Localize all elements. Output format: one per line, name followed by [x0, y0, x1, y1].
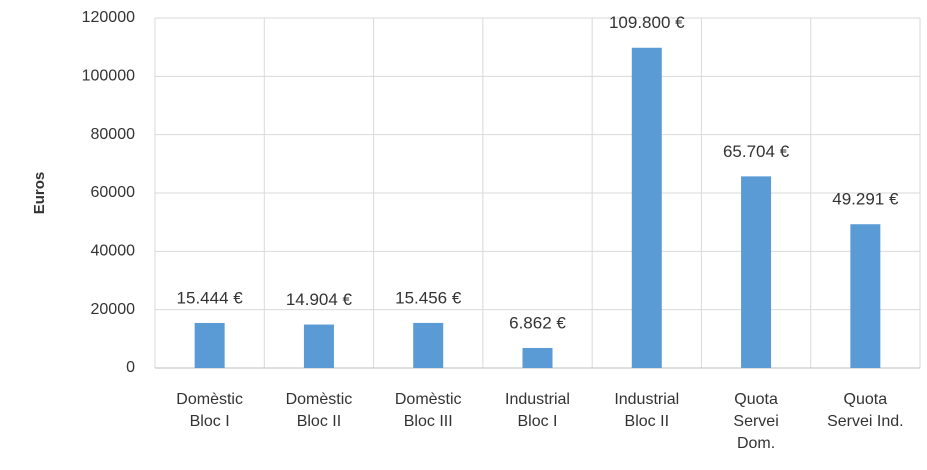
- value-label: 6.862 €: [509, 313, 566, 332]
- x-tick-label: Bloc III: [404, 413, 453, 430]
- x-tick-label: Domèstic: [286, 391, 353, 408]
- y-tick-label: 0: [126, 359, 135, 376]
- value-label: 109.800 €: [609, 13, 685, 32]
- x-tick-label: Servei Ind.: [827, 413, 903, 430]
- y-tick-label: 80000: [91, 126, 136, 143]
- y-tick-label: 40000: [91, 243, 136, 260]
- x-tick-label: Bloc I: [190, 413, 230, 430]
- x-tick-label: Domèstic: [176, 391, 243, 408]
- y-tick-label: 100000: [82, 68, 135, 85]
- y-tick-label: 120000: [82, 9, 135, 26]
- x-tick-label: Dom.: [737, 435, 775, 452]
- x-tick-label: Industrial: [505, 391, 570, 408]
- value-label: 14.904 €: [286, 290, 353, 309]
- bar: [741, 176, 772, 368]
- x-tick-label: Quota: [844, 391, 888, 408]
- bar: [522, 347, 553, 368]
- x-tick-label: Servei: [733, 413, 778, 430]
- bar: [631, 47, 662, 368]
- bar: [194, 322, 225, 368]
- bar: [413, 322, 444, 368]
- x-tick-label: Domèstic: [395, 391, 462, 408]
- x-tick-label: Bloc I: [517, 413, 557, 430]
- x-tick-label: Bloc II: [625, 413, 669, 430]
- bar: [303, 324, 334, 368]
- bar: [850, 224, 881, 368]
- value-label: 15.444 €: [177, 288, 244, 307]
- x-tick-label: Quota: [734, 391, 778, 408]
- y-axis-label: Euros: [31, 172, 48, 215]
- x-tick-label: Industrial: [614, 391, 679, 408]
- y-tick-label: 60000: [91, 184, 136, 201]
- x-tick-label: Bloc II: [297, 413, 341, 430]
- value-label: 65.704 €: [723, 142, 790, 161]
- value-label: 49.291 €: [832, 190, 899, 209]
- value-label: 15.456 €: [395, 288, 462, 307]
- y-tick-label: 20000: [91, 301, 136, 318]
